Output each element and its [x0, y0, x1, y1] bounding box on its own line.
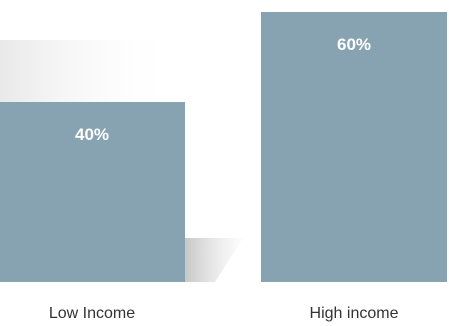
bar-shadow [185, 238, 243, 282]
category-label-1: Low Income [49, 305, 135, 322]
data-label-1: 40% [75, 125, 109, 144]
bar-2 [261, 12, 447, 282]
category-label-2: High income [310, 305, 399, 322]
bar-1 [0, 102, 185, 282]
data-label-2: 60% [337, 35, 371, 54]
